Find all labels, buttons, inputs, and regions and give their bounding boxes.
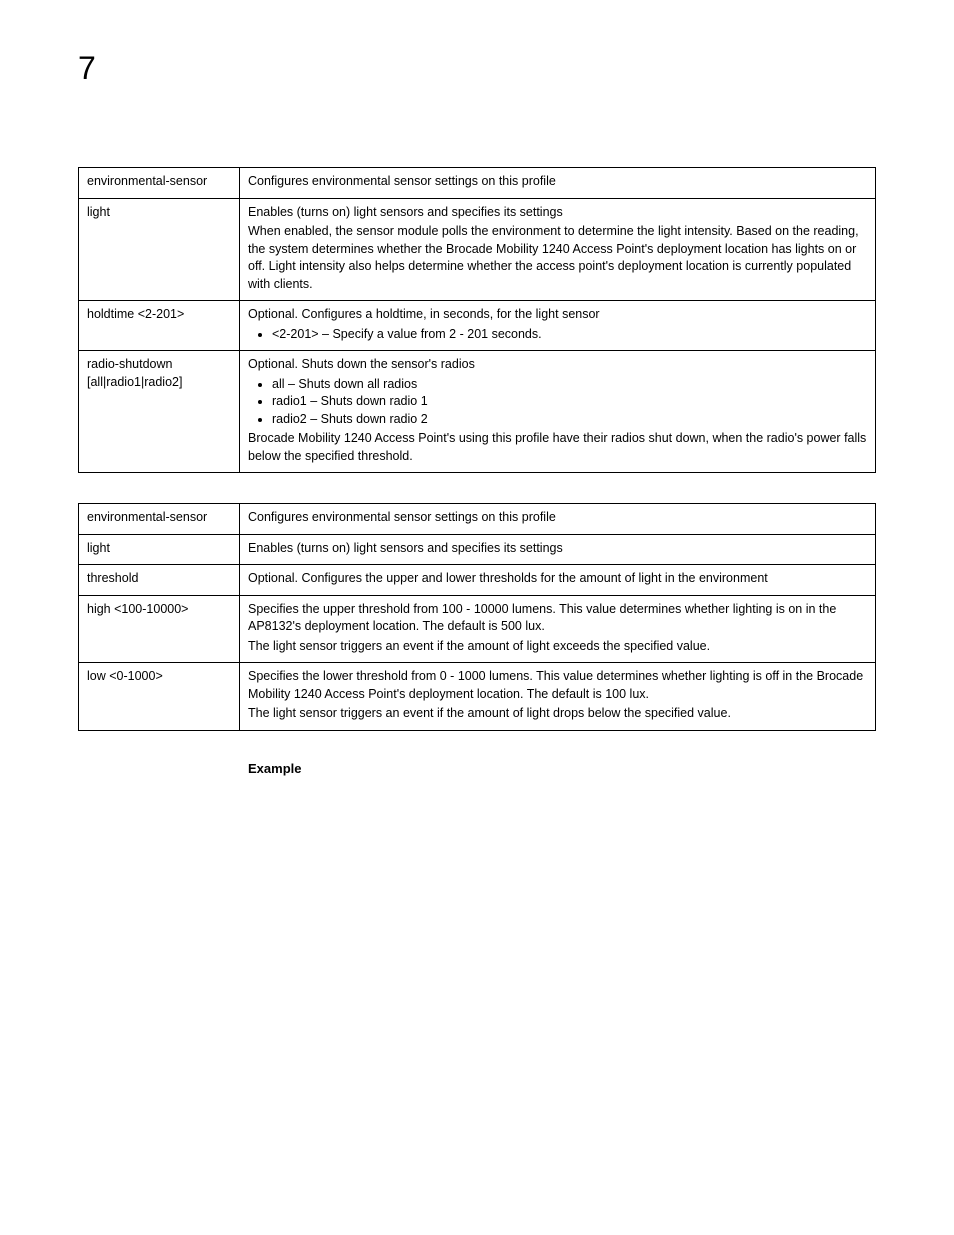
- table-row: light Enables (turns on) light sensors an…: [79, 198, 876, 301]
- bullet-item: radio2 – Shuts down radio 2: [272, 411, 867, 429]
- parameter-name-cell: radio-shutdown [all|radio1|radio2]: [79, 351, 240, 473]
- table-row: light Enables (turns on) light sensors an…: [79, 534, 876, 565]
- table-row: environmental-sensor Configures environme…: [79, 168, 876, 199]
- example-heading: Example: [248, 761, 876, 776]
- bullet-item: radio1 – Shuts down radio 1: [272, 393, 867, 411]
- bullet-item: <2-201> – Specify a value from 2 - 201 s…: [272, 326, 867, 344]
- description-line: The light sensor triggers an event if th…: [248, 705, 867, 723]
- page-container: 7 environmental-sensor Configures environ…: [0, 0, 954, 836]
- parameter-table-1-body: environmental-sensor Configures environme…: [79, 168, 876, 473]
- description-line: When enabled, the sensor module polls th…: [248, 223, 867, 293]
- description-line: Specifies the lower threshold from 0 - 1…: [248, 668, 867, 703]
- description-line: Optional. Configures the upper and lower…: [248, 570, 867, 588]
- page-number: 7: [78, 50, 876, 87]
- parameter-description-cell: Specifies the upper threshold from 100 -…: [240, 595, 876, 663]
- table-row: radio-shutdown [all|radio1|radio2]Option…: [79, 351, 876, 473]
- parameter-name-cell: holdtime <2-201>: [79, 301, 240, 351]
- table-row: low <0-1000>Specifies the lower threshol…: [79, 663, 876, 731]
- parameter-name-cell: threshold: [79, 565, 240, 596]
- table-row: environmental-sensor Configures environme…: [79, 504, 876, 535]
- table-row: high <100-10000>Specifies the upper thre…: [79, 595, 876, 663]
- parameter-description-cell: Specifies the lower threshold from 0 - 1…: [240, 663, 876, 731]
- description-line: Enables (turns on) light sensors and spe…: [248, 540, 867, 558]
- parameter-description-cell: Enables (turns on) light sensors and spe…: [240, 534, 876, 565]
- parameter-name-cell: high <100-10000>: [79, 595, 240, 663]
- description-line: Configures environmental sensor settings…: [248, 509, 867, 527]
- table-row: threshold Optional. Configures the upper …: [79, 565, 876, 596]
- parameter-table-1: environmental-sensor Configures environme…: [78, 167, 876, 473]
- parameter-name-cell: low <0-1000>: [79, 663, 240, 731]
- bullet-list: all – Shuts down all radiosradio1 – Shut…: [248, 376, 867, 429]
- description-line: Specifies the upper threshold from 100 -…: [248, 601, 867, 636]
- description-line: Optional. Shuts down the sensor's radios: [248, 356, 867, 374]
- parameter-name-cell: environmental-sensor: [79, 168, 240, 199]
- bullet-list: <2-201> – Specify a value from 2 - 201 s…: [248, 326, 867, 344]
- description-line: The light sensor triggers an event if th…: [248, 638, 867, 656]
- parameter-name-cell: environmental-sensor: [79, 504, 240, 535]
- parameter-table-2-body: environmental-sensor Configures environme…: [79, 504, 876, 731]
- description-line: Optional. Configures a holdtime, in seco…: [248, 306, 867, 324]
- description-line: Configures environmental sensor settings…: [248, 173, 867, 191]
- bullet-item: all – Shuts down all radios: [272, 376, 867, 394]
- parameter-description-cell: Optional. Configures a holdtime, in seco…: [240, 301, 876, 351]
- parameter-description-cell: Configures environmental sensor settings…: [240, 504, 876, 535]
- parameter-description-cell: Optional. Shuts down the sensor's radios…: [240, 351, 876, 473]
- parameter-description-cell: Enables (turns on) light sensors and spe…: [240, 198, 876, 301]
- parameter-description-cell: Configures environmental sensor settings…: [240, 168, 876, 199]
- table-row: holdtime <2-201> Optional. Configures a h…: [79, 301, 876, 351]
- parameter-name-cell: light: [79, 534, 240, 565]
- parameter-table-2: environmental-sensor Configures environme…: [78, 503, 876, 731]
- parameter-description-cell: Optional. Configures the upper and lower…: [240, 565, 876, 596]
- description-line: Enables (turns on) light sensors and spe…: [248, 204, 867, 222]
- description-line: Brocade Mobility 1240 Access Point's usi…: [248, 430, 867, 465]
- parameter-name-cell: light: [79, 198, 240, 301]
